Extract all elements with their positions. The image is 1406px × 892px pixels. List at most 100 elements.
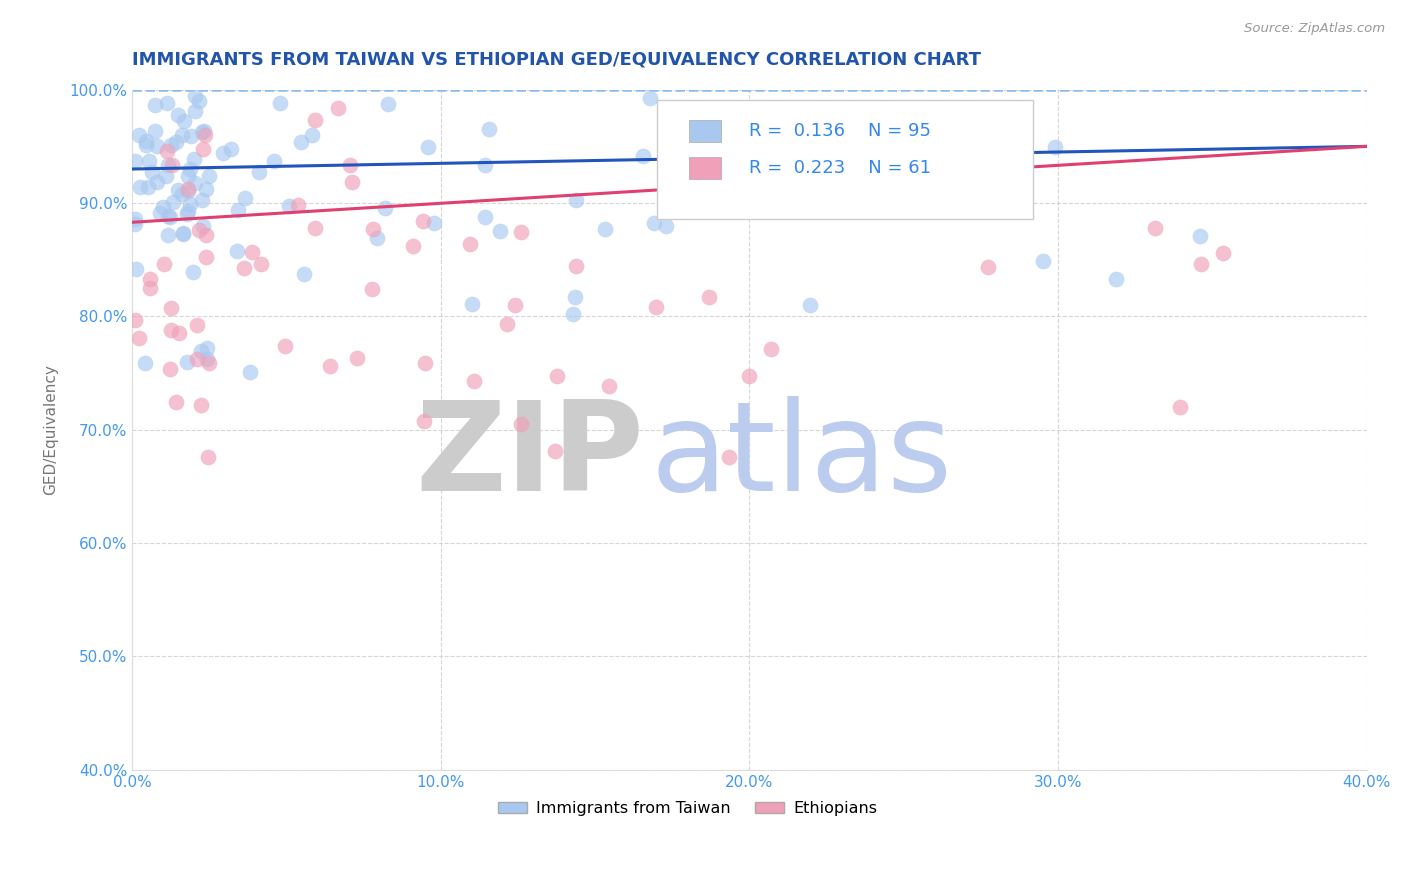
Point: [183, 152, 205, 166]
Point: [361, 222, 384, 236]
Point: [183, 177, 205, 191]
Point: [474, 158, 496, 172]
Point: [157, 158, 180, 172]
Point: [167, 183, 190, 197]
Point: [233, 191, 256, 205]
Text: IMMIGRANTS FROM TAIWAN VS ETHIOPIAN GED/EQUIVALENCY CORRELATION CHART: IMMIGRANTS FROM TAIWAN VS ETHIOPIAN GED/…: [132, 51, 981, 69]
Point: [195, 342, 218, 356]
Point: [188, 94, 211, 108]
Text: atlas: atlas: [651, 396, 953, 517]
Point: [143, 124, 166, 138]
Point: [645, 300, 668, 314]
Point: [412, 414, 434, 428]
Point: [176, 354, 198, 368]
Point: [172, 226, 194, 240]
Point: [159, 137, 181, 152]
Point: [931, 181, 953, 195]
Point: [360, 282, 382, 296]
Point: [124, 211, 146, 226]
Point: [1032, 254, 1054, 268]
Point: [304, 113, 326, 128]
Point: [278, 199, 301, 213]
Point: [799, 298, 821, 312]
Point: [697, 290, 720, 304]
Point: [474, 210, 496, 224]
Point: [673, 145, 696, 159]
Text: ZIP: ZIP: [416, 396, 644, 517]
Point: [503, 298, 526, 312]
Point: [461, 297, 484, 311]
FancyBboxPatch shape: [689, 157, 721, 179]
Point: [156, 145, 179, 159]
Point: [510, 417, 533, 432]
Point: [194, 250, 217, 264]
Text: Source: ZipAtlas.com: Source: ZipAtlas.com: [1244, 22, 1385, 36]
Point: [145, 97, 167, 112]
Point: [172, 227, 194, 241]
Point: [366, 231, 388, 245]
Point: [1143, 221, 1166, 235]
Point: [226, 244, 249, 258]
Point: [167, 108, 190, 122]
Point: [190, 344, 212, 359]
Point: [478, 122, 501, 136]
Point: [195, 182, 218, 196]
FancyBboxPatch shape: [689, 120, 721, 142]
Point: [423, 216, 446, 230]
Point: [240, 245, 263, 260]
Point: [156, 95, 179, 110]
Point: [269, 96, 291, 111]
Point: [138, 281, 160, 295]
Point: [159, 210, 181, 224]
Point: [546, 369, 568, 384]
Text: R =  0.136    N = 95: R = 0.136 N = 95: [749, 122, 931, 140]
Point: [124, 154, 146, 169]
Point: [250, 256, 273, 270]
Point: [562, 307, 585, 321]
Point: [274, 339, 297, 353]
Point: [184, 103, 207, 118]
Point: [128, 128, 150, 142]
Point: [631, 149, 654, 163]
Point: [463, 374, 485, 388]
Point: [186, 318, 208, 333]
Point: [544, 443, 567, 458]
Point: [1189, 257, 1212, 271]
Point: [374, 201, 396, 215]
Point: [157, 227, 180, 242]
Point: [416, 140, 439, 154]
Point: [191, 193, 214, 207]
Point: [1189, 229, 1212, 244]
Point: [249, 165, 271, 179]
Point: [193, 124, 215, 138]
Point: [177, 182, 200, 196]
Point: [339, 158, 361, 172]
Point: [643, 216, 665, 230]
Point: [1043, 140, 1066, 154]
Point: [219, 142, 242, 156]
Point: [187, 223, 209, 237]
Point: [177, 169, 200, 183]
Point: [162, 158, 184, 172]
Point: [135, 134, 157, 148]
Point: [301, 128, 323, 142]
Point: [195, 351, 218, 366]
Point: [129, 179, 152, 194]
Point: [495, 318, 517, 332]
Point: [759, 342, 782, 356]
Point: [152, 200, 174, 214]
Point: [238, 364, 260, 378]
Point: [304, 220, 326, 235]
Point: [328, 101, 350, 115]
Point: [138, 272, 160, 286]
Point: [290, 135, 312, 149]
Point: [170, 186, 193, 201]
Point: [412, 214, 434, 228]
Point: [1168, 400, 1191, 414]
Point: [458, 236, 481, 251]
Point: [402, 239, 425, 253]
Point: [149, 205, 172, 219]
Point: [135, 137, 157, 152]
Point: [233, 260, 256, 275]
Point: [565, 259, 588, 273]
